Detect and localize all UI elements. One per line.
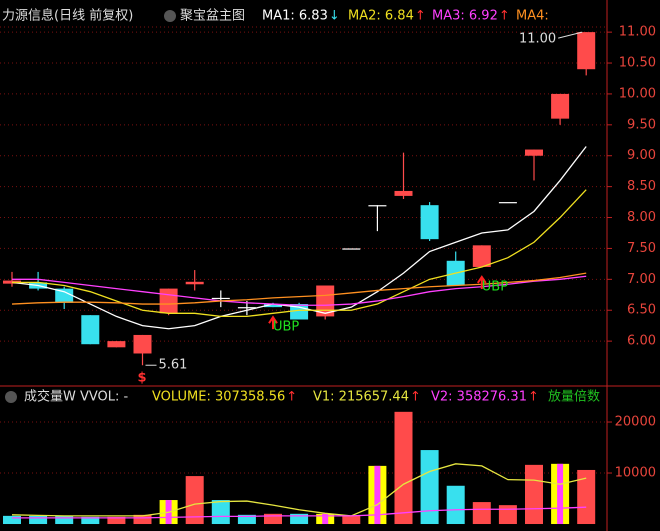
legend-trend: ↑ bbox=[528, 390, 539, 405]
candle-body bbox=[342, 248, 361, 250]
annotation: 5.61 bbox=[159, 358, 188, 373]
candle-body bbox=[264, 304, 282, 308]
volume-highlight bbox=[557, 463, 564, 525]
y-tick-label: 8.00 bbox=[627, 210, 656, 225]
candle-body bbox=[159, 288, 178, 314]
legend-trend: ↓ bbox=[329, 9, 340, 24]
legend-label: V2: 358276.31 bbox=[431, 390, 527, 405]
chart-subtitle: 聚宝盆主图 bbox=[180, 9, 245, 24]
chart-title: 力源信息(日线 前复权) bbox=[2, 8, 133, 24]
candle-body bbox=[81, 315, 100, 345]
legend-trend: ↑ bbox=[410, 390, 421, 405]
annotation-arrow bbox=[558, 31, 583, 39]
volume-bar bbox=[446, 485, 465, 525]
annotation: 11.00 bbox=[519, 32, 556, 47]
indicator-icon[interactable] bbox=[164, 10, 176, 22]
volume-bar bbox=[264, 513, 282, 525]
y-tick-label: 10.00 bbox=[619, 86, 656, 101]
candle-body bbox=[525, 149, 543, 156]
volume-bar bbox=[525, 464, 543, 525]
volume-bar bbox=[237, 514, 256, 525]
candle-body bbox=[55, 288, 74, 303]
volume-bar bbox=[290, 513, 309, 525]
volume-bar bbox=[81, 516, 100, 525]
candle-body bbox=[185, 281, 204, 285]
legend-trend: ↑ bbox=[286, 390, 297, 405]
candle-body bbox=[551, 93, 570, 119]
volume-bar bbox=[577, 469, 596, 525]
candle-body bbox=[211, 297, 230, 300]
y-tick-label: 9.00 bbox=[627, 148, 656, 163]
volume-bar bbox=[29, 515, 48, 525]
legend-label: V1: 215657.44 bbox=[313, 390, 409, 405]
volume-bar bbox=[394, 411, 413, 525]
y-tick-label: 11.00 bbox=[619, 25, 656, 40]
legend-trend: ↑ bbox=[415, 9, 426, 24]
y-tick-label: 7.50 bbox=[627, 241, 656, 256]
y-tick-label: 8.50 bbox=[627, 179, 656, 194]
volume-bar bbox=[107, 516, 126, 525]
signal-label: UBP bbox=[482, 279, 508, 294]
volume-bar bbox=[472, 502, 491, 525]
candle-body bbox=[498, 202, 517, 204]
candle-body bbox=[394, 190, 413, 196]
candle-body bbox=[107, 341, 126, 348]
volume-bar bbox=[211, 500, 230, 525]
volume-highlight bbox=[374, 465, 381, 525]
candle-body bbox=[577, 32, 596, 70]
y-tick-label: 10000 bbox=[615, 466, 656, 481]
legend-label: VOLUME: 307358.56 bbox=[152, 390, 285, 405]
candle-body bbox=[316, 285, 335, 317]
volume-bar bbox=[133, 514, 152, 525]
line bbox=[12, 506, 587, 519]
signal-arrow bbox=[476, 275, 487, 289]
candle-body bbox=[472, 245, 491, 267]
legend-label: MA4: bbox=[516, 9, 549, 24]
y-tick-label: 6.50 bbox=[627, 303, 656, 318]
signal-arrow bbox=[268, 315, 278, 330]
legend-label: 放量倍数 bbox=[548, 390, 600, 405]
legend-label: MA1: 6.83 bbox=[262, 9, 328, 24]
line bbox=[12, 275, 587, 306]
legend-label: MA2: 6.84 bbox=[348, 9, 414, 24]
signal-label: UBP bbox=[273, 320, 299, 335]
candle-body bbox=[237, 307, 256, 309]
candle-body bbox=[133, 334, 152, 354]
legend-trend: ↑ bbox=[499, 9, 510, 24]
plot-area bbox=[0, 31, 606, 525]
legend-label: MA3: 6.92 bbox=[432, 9, 498, 24]
volume-highlight bbox=[322, 513, 329, 525]
volume-title: 成交量W VVOL: - bbox=[24, 389, 129, 405]
line bbox=[11, 146, 587, 330]
volume-bar bbox=[55, 515, 74, 525]
y-tick-label: 10.50 bbox=[619, 56, 656, 71]
volume-bar bbox=[498, 505, 517, 525]
line bbox=[11, 463, 587, 517]
volume-bar bbox=[185, 476, 204, 525]
signal-marker: $ bbox=[138, 371, 147, 386]
y-tick-label: 6.00 bbox=[627, 334, 656, 349]
volume-bar bbox=[3, 515, 21, 525]
volume-bar bbox=[342, 515, 361, 525]
line bbox=[11, 272, 587, 305]
candle-body bbox=[420, 205, 439, 240]
indicator-icon[interactable] bbox=[5, 391, 17, 403]
y-tick-label: 20000 bbox=[615, 415, 656, 430]
y-tick-label: 7.00 bbox=[627, 272, 656, 287]
y-tick-label: 9.50 bbox=[627, 117, 656, 132]
candle-body bbox=[368, 205, 387, 207]
line bbox=[12, 189, 587, 318]
volume-bar bbox=[420, 450, 439, 525]
